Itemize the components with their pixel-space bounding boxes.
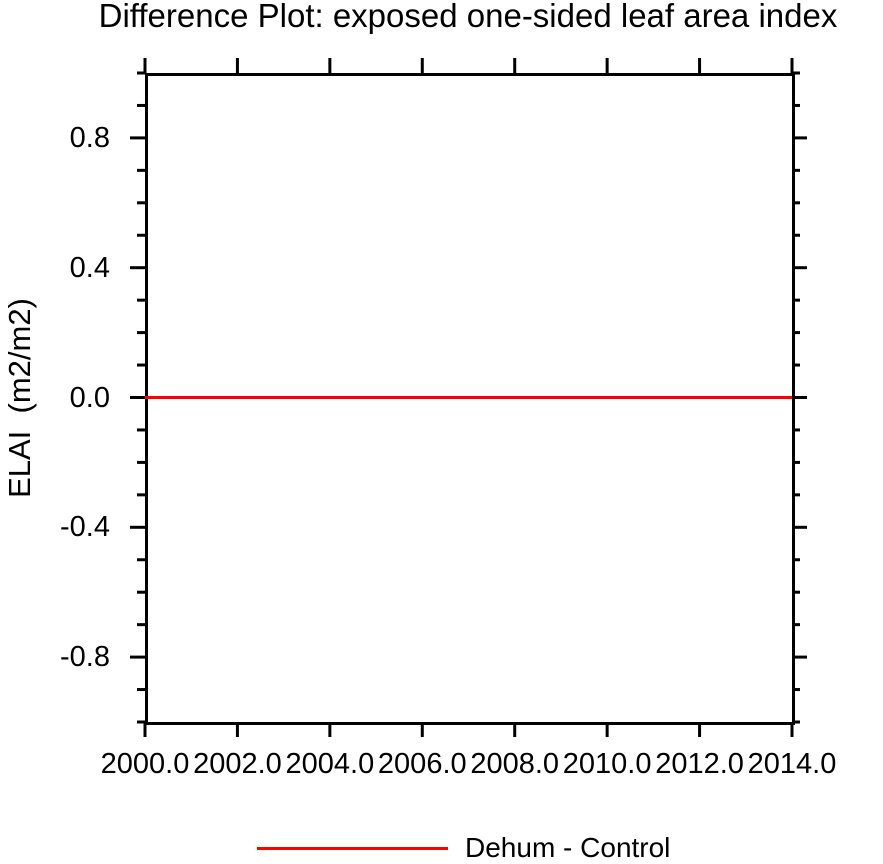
x-tick-label: 2000.0 [100,748,190,780]
x-tick-label: 2010.0 [562,748,652,780]
x-tick-label: 2006.0 [377,748,467,780]
x-tick-label: 2012.0 [655,748,744,780]
legend: Dehum - Control [0,826,883,863]
y-tick-label: 0.0 [69,381,110,414]
y-tick-label: 0.8 [69,121,110,154]
chart-title: Difference Plot: exposed one-sided leaf … [98,0,838,34]
x-tick-label: 2002.0 [193,748,282,780]
y-tick-label: 0.4 [69,251,110,284]
y-tick-label: -0.4 [60,511,110,544]
y-tick-label: -0.8 [60,641,110,674]
x-tick-label: 2014.0 [747,748,837,780]
legend-label: Dehum - Control [465,832,671,863]
x-tick-label: 2004.0 [285,748,375,780]
legend-line-sample [257,847,448,850]
x-tick-label: 2008.0 [470,748,560,780]
